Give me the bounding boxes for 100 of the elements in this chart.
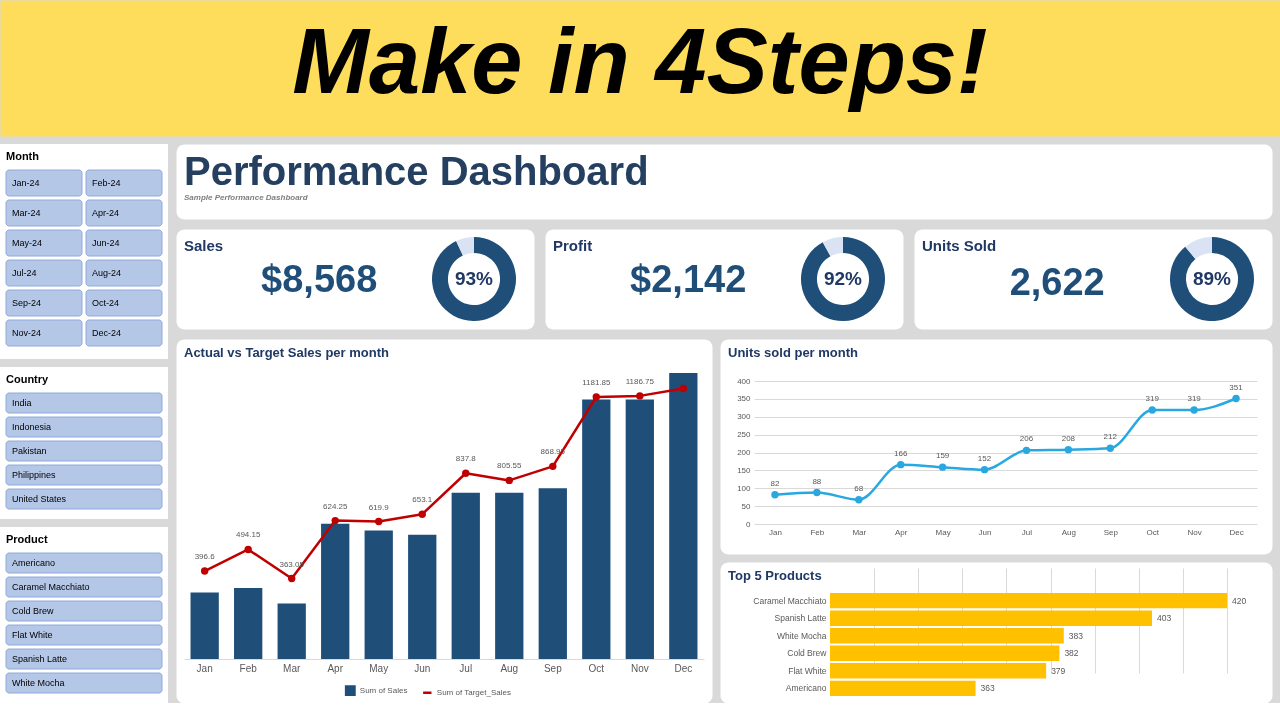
bar xyxy=(669,373,698,659)
y-tick-label: Flat White xyxy=(788,665,827,676)
data-label: 93% xyxy=(454,268,494,289)
text: Mar-24 xyxy=(12,208,41,218)
data-label: 624.25 xyxy=(322,501,348,511)
data-label: 403 xyxy=(1157,613,1172,624)
point xyxy=(549,462,557,471)
text: Americano xyxy=(12,558,56,568)
x-tick-label: Mar xyxy=(283,662,301,674)
data-label: 494.15 xyxy=(235,530,261,540)
text: White Mocha xyxy=(12,678,65,688)
y-tick-label: Spanish Latte xyxy=(774,613,827,624)
x-tick-label: Nov xyxy=(630,662,649,674)
data-label: 68 xyxy=(854,483,864,493)
data-label: 619.9 xyxy=(368,502,390,512)
data-label: 383 xyxy=(1068,630,1084,641)
x-tick-label: Apr xyxy=(327,662,344,674)
text: Flat White xyxy=(12,630,53,640)
y-tick-label: Caramel Macchiato xyxy=(753,595,827,606)
point xyxy=(287,574,296,583)
text: Make in 4Steps! xyxy=(292,10,988,112)
chart-title: Units sold per month xyxy=(728,345,859,360)
data-label: 166 xyxy=(894,448,908,458)
bar xyxy=(451,492,480,659)
donut-slice xyxy=(1185,237,1212,259)
x-tick-label: Sep xyxy=(543,662,563,674)
chart-title: Top 5 Products xyxy=(728,568,822,583)
x-tick-label: Feb xyxy=(239,662,258,674)
y-tick-label: 100 xyxy=(737,483,752,493)
data-label: 351 xyxy=(1229,382,1244,392)
y-tick-label: 350 xyxy=(737,394,752,404)
donut-slice xyxy=(801,237,885,321)
y-tick-label: 150 xyxy=(737,465,752,475)
data-label: 82 xyxy=(770,478,780,488)
point xyxy=(1064,445,1073,454)
text: Philippines xyxy=(12,470,57,480)
text: Indonesia xyxy=(12,422,52,432)
data-label: 379 xyxy=(1051,665,1066,676)
text: $2,142 xyxy=(630,258,747,300)
text: Month xyxy=(6,150,40,162)
x-tick-label: Sep xyxy=(1103,527,1119,537)
point xyxy=(980,465,989,474)
data-label: 319 xyxy=(1187,393,1202,403)
text: Jul-24 xyxy=(12,268,37,278)
x-tick-label: Dec xyxy=(674,662,693,674)
text: Sales xyxy=(184,237,224,254)
text: Pakistan xyxy=(12,446,47,456)
x-tick-label: Apr xyxy=(894,527,908,537)
bar xyxy=(190,592,219,659)
text: Profit xyxy=(553,237,593,254)
data-label: 396.6 xyxy=(194,552,216,562)
legend-label: Sum of Target_Sales xyxy=(436,687,511,697)
data-label: 208 xyxy=(1061,433,1076,443)
x-tick-label: Oct xyxy=(588,662,605,674)
x-tick-label: Jul xyxy=(1021,527,1033,537)
x-tick-label: Dec xyxy=(1229,527,1244,537)
point xyxy=(1022,446,1031,455)
point xyxy=(505,476,513,485)
point xyxy=(200,567,209,575)
bar xyxy=(538,488,567,659)
bar xyxy=(234,588,263,659)
bar xyxy=(495,492,524,659)
point xyxy=(462,469,470,477)
text: Jan-24 xyxy=(12,178,40,188)
chart-title: Actual vs Target Sales per month xyxy=(184,345,389,360)
text: Apr-24 xyxy=(92,208,120,218)
point xyxy=(1190,406,1198,414)
donut-slice xyxy=(1170,237,1254,321)
point xyxy=(1148,406,1156,414)
point xyxy=(418,510,426,518)
point xyxy=(855,495,863,504)
data-label: 88 xyxy=(812,476,822,486)
bar xyxy=(321,523,350,659)
point xyxy=(592,393,601,401)
text: Sample Performance Dashboard xyxy=(184,193,309,202)
x-tick-label: Mar xyxy=(852,527,867,537)
data-label: 1181.85 xyxy=(582,377,612,387)
bar xyxy=(364,530,393,659)
text: Feb-24 xyxy=(92,178,121,188)
donut-slice xyxy=(822,237,843,257)
point xyxy=(771,490,779,499)
text: 2,622 xyxy=(1009,261,1105,303)
x-tick-label: Jun xyxy=(414,662,431,674)
y-tick-label: 0 xyxy=(746,519,752,529)
x-tick-label: Aug xyxy=(500,662,519,674)
text: Country xyxy=(6,373,50,385)
text: Aug-24 xyxy=(92,268,122,278)
text: Cold Brew xyxy=(12,606,55,616)
text: Caramel Macchiato xyxy=(12,582,90,592)
text: Nov-24 xyxy=(12,328,42,338)
text: Jun-24 xyxy=(92,238,120,248)
y-tick-label: Cold Brew xyxy=(787,648,828,659)
y-tick-label: 300 xyxy=(737,412,752,422)
text: Oct-24 xyxy=(92,298,120,308)
data-label: 159 xyxy=(935,451,950,461)
point xyxy=(1232,394,1240,403)
y-tick-label: 50 xyxy=(741,501,752,511)
data-label: 92% xyxy=(823,268,863,289)
text: Units Sold xyxy=(922,237,997,254)
x-tick-label: Jan xyxy=(769,527,782,537)
